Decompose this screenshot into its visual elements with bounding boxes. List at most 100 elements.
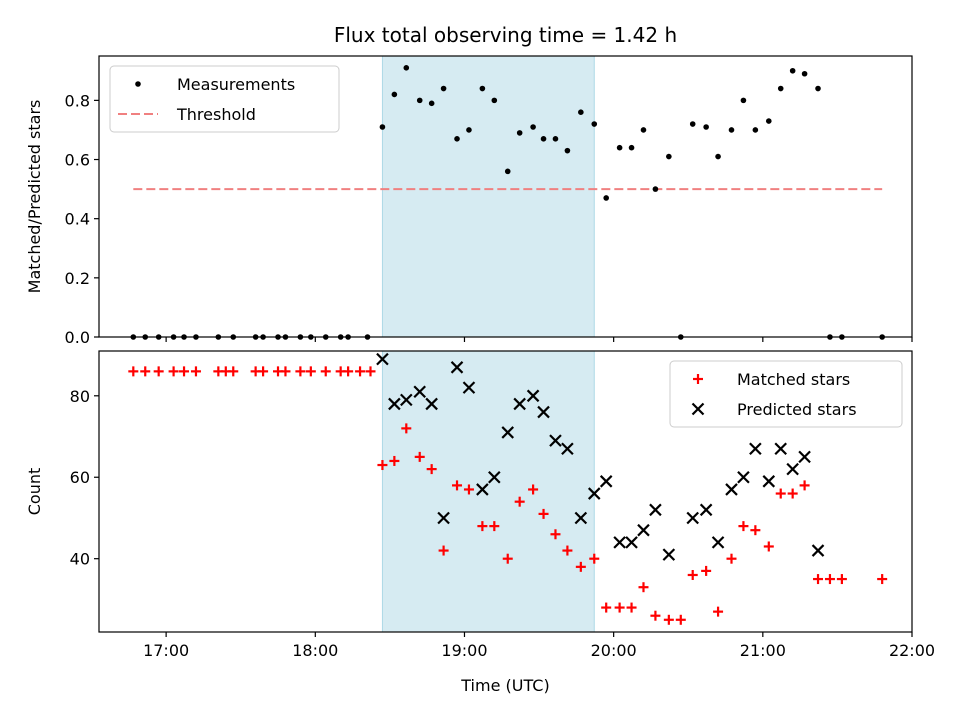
data-point bbox=[578, 109, 584, 115]
y-axis-label: Matched/Predicted stars bbox=[25, 100, 44, 294]
data-point bbox=[836, 574, 847, 585]
data-point bbox=[877, 574, 888, 585]
legend-swatch bbox=[691, 402, 705, 416]
data-point bbox=[343, 366, 354, 377]
data-point bbox=[775, 488, 786, 499]
data-point bbox=[550, 529, 561, 540]
data-point bbox=[413, 385, 427, 399]
data-point bbox=[463, 484, 474, 495]
data-point bbox=[666, 153, 672, 160]
data-point bbox=[662, 548, 676, 561]
data-point bbox=[377, 460, 388, 471]
data-point bbox=[466, 127, 472, 133]
data-point bbox=[562, 545, 573, 556]
legend: Matched stars Predicted stars bbox=[669, 360, 903, 428]
data-point bbox=[538, 508, 549, 519]
data-point bbox=[462, 381, 476, 394]
data-point bbox=[689, 121, 696, 127]
y-tick-label: 80 bbox=[70, 387, 90, 406]
y-tick-label: 0.8 bbox=[65, 91, 90, 110]
data-point bbox=[574, 511, 588, 525]
data-point bbox=[740, 97, 747, 104]
data-point bbox=[587, 487, 601, 500]
data-point bbox=[749, 442, 762, 456]
data-point bbox=[699, 503, 713, 517]
data-point bbox=[516, 130, 523, 136]
data-point bbox=[663, 614, 674, 625]
data-point bbox=[388, 397, 401, 411]
legend-label: Measurements bbox=[177, 75, 295, 94]
legend-label: Threshold bbox=[176, 105, 256, 124]
data-point bbox=[737, 470, 750, 484]
data-point bbox=[725, 483, 738, 496]
series-predicted-stars bbox=[376, 352, 825, 561]
data-point bbox=[591, 121, 598, 127]
data-point bbox=[614, 602, 625, 613]
data-point bbox=[601, 602, 612, 613]
data-point bbox=[616, 144, 623, 151]
data-point bbox=[540, 136, 547, 142]
y-axis-label: Count bbox=[25, 468, 44, 516]
data-point bbox=[813, 574, 824, 585]
data-point bbox=[479, 85, 486, 92]
data-point bbox=[476, 483, 489, 496]
series-matched-stars bbox=[128, 366, 888, 625]
data-point bbox=[625, 536, 638, 549]
legend-label: Matched stars bbox=[737, 370, 850, 389]
data-point bbox=[801, 70, 808, 77]
data-point bbox=[589, 553, 600, 564]
data-point bbox=[561, 442, 574, 456]
legend-swatch bbox=[693, 374, 703, 384]
data-point bbox=[190, 366, 201, 377]
legend-swatch bbox=[135, 81, 141, 87]
data-point bbox=[168, 366, 179, 377]
data-point bbox=[528, 484, 539, 495]
data-point bbox=[425, 397, 438, 411]
data-point bbox=[491, 97, 498, 104]
data-point bbox=[713, 606, 724, 617]
x-tick-label: 18:00 bbox=[292, 641, 338, 660]
data-point bbox=[414, 451, 425, 462]
data-point bbox=[650, 610, 661, 621]
panel-1: 0.0 0.2 0.4 0.6 0.8 Matched/Predicted stars Me… bbox=[25, 55, 913, 347]
x-tick-label: 19:00 bbox=[441, 641, 487, 660]
data-point bbox=[295, 366, 306, 377]
data-point bbox=[640, 127, 647, 133]
data-point bbox=[774, 442, 788, 456]
x-tick-label: 22:00 bbox=[889, 641, 935, 660]
data-point bbox=[711, 536, 725, 549]
data-point bbox=[379, 124, 386, 130]
data-point bbox=[750, 525, 761, 536]
data-point bbox=[504, 168, 511, 175]
data-point bbox=[488, 470, 501, 484]
data-point bbox=[824, 574, 835, 585]
data-point bbox=[537, 405, 550, 419]
data-point bbox=[786, 462, 799, 476]
data-point bbox=[815, 85, 821, 92]
data-point bbox=[489, 521, 500, 532]
x-tick-label: 17:00 bbox=[143, 641, 189, 660]
data-point bbox=[530, 124, 536, 130]
data-point bbox=[798, 450, 811, 464]
data-point bbox=[628, 144, 635, 151]
data-point bbox=[477, 521, 488, 532]
data-point bbox=[179, 366, 190, 377]
data-point bbox=[701, 565, 712, 576]
legend: Measurements Threshold bbox=[109, 65, 340, 133]
data-point bbox=[687, 569, 698, 580]
data-point bbox=[762, 475, 776, 488]
observing-span bbox=[381, 55, 595, 338]
x-tick-label: 20:00 bbox=[591, 641, 637, 660]
data-point bbox=[440, 85, 447, 92]
data-point bbox=[280, 366, 291, 377]
data-point bbox=[526, 389, 540, 403]
data-point bbox=[726, 553, 737, 564]
data-point bbox=[638, 582, 649, 593]
data-point bbox=[501, 426, 515, 439]
y-tick-label: 0.0 bbox=[65, 328, 90, 347]
data-point bbox=[549, 434, 562, 447]
panel-2: 17:00 18:00 19:00 20:00 21:00 22:00 40 60 80 Coun… bbox=[25, 350, 935, 660]
data-point bbox=[787, 488, 798, 499]
data-point bbox=[428, 100, 435, 107]
